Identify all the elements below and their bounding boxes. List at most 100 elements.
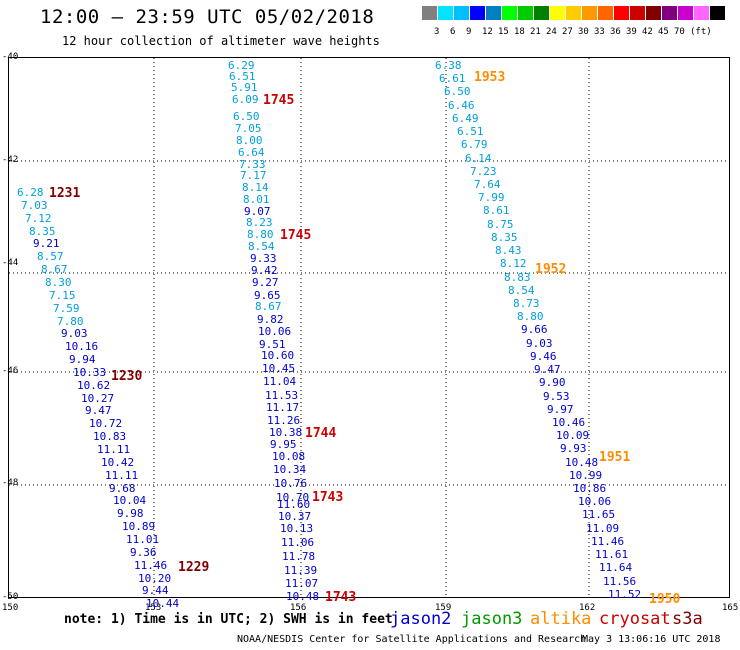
wave-height-value: 10.33 [73, 366, 107, 379]
wave-height-value: 11.64 [599, 561, 633, 574]
wave-height-value: 6.79 [461, 138, 488, 151]
wave-height-value: 9.47 [534, 363, 561, 376]
satellite-cryosat: cryosat [599, 609, 671, 629]
wave-height-value: 10.83 [93, 430, 127, 443]
wave-height-value: 8.35 [29, 225, 56, 238]
legend-label: 42 [642, 27, 653, 37]
wave-height-value: 9.21 [33, 237, 60, 250]
legend-swatch [502, 6, 517, 20]
legend-label: 24 [546, 27, 557, 37]
wave-height-value: 9.65 [254, 289, 281, 302]
pass-time-label: 1230 [111, 369, 143, 384]
wave-height-value: 7.15 [49, 289, 76, 302]
wave-height-value: 9.03 [61, 327, 88, 340]
wave-height-value: 9.47 [85, 404, 112, 417]
pass-time-label: 1744 [305, 426, 337, 441]
satellite-s3a: s3a [672, 609, 703, 629]
wave-height-value: 8.67 [41, 263, 68, 276]
wave-height-value: 9.66 [521, 323, 548, 336]
legend-label: 33 [594, 27, 605, 37]
wave-height-value: 11.65 [582, 508, 616, 521]
latitude-tick-label: -48 [2, 478, 19, 488]
legend-label: 70 [674, 27, 685, 37]
longitude-tick-label: 156 [290, 603, 307, 613]
wave-height-value: 8.30 [45, 276, 72, 289]
wave-height-value: 10.72 [89, 417, 123, 430]
wave-height-value: 7.80 [57, 315, 84, 328]
wave-height-value: 7.99 [478, 191, 505, 204]
longitude-tick-label: 162 [579, 603, 596, 613]
wave-height-value: 10.86 [573, 482, 607, 495]
legend-swatch [534, 6, 549, 20]
wave-height-value: 11.53 [265, 389, 299, 402]
wave-height-value: 9.68 [109, 482, 136, 495]
wave-height-value: 10.70 [276, 491, 310, 504]
legend-label: 27 [562, 27, 573, 37]
pass-time-label: 1953 [474, 70, 506, 85]
wave-height-value: 8.23 [246, 216, 273, 229]
legend-swatch [470, 6, 485, 20]
lat-lon-grid [9, 58, 729, 597]
wave-height-value: 9.51 [259, 338, 286, 351]
legend-swatch [694, 6, 709, 20]
wave-height-value: 6.49 [452, 112, 479, 125]
wave-height-value: 6.50 [444, 85, 471, 98]
wave-height-value: 7.05 [235, 122, 262, 135]
wave-height-value: 9.46 [530, 350, 557, 363]
legend-swatch [486, 6, 501, 20]
wave-height-value: 6.64 [238, 146, 265, 159]
wave-height-value: 11.07 [285, 577, 319, 590]
wave-height-value: 11.11 [97, 443, 131, 456]
latitude-tick-label: -44 [2, 258, 19, 268]
wave-height-value: 9.33 [250, 252, 277, 265]
wave-height-value: 11.06 [281, 536, 315, 549]
wave-height-value: 10.62 [77, 379, 111, 392]
wave-height-value: 8.54 [248, 240, 275, 253]
wave-height-value: 6.61 [439, 72, 466, 85]
wave-height-value: 8.61 [483, 204, 510, 217]
wave-height-value: 11.17 [266, 401, 300, 414]
generated-timestamp: May 3 13:06:16 UTC 2018 [582, 634, 721, 645]
wave-height-value: 9.95 [270, 438, 297, 451]
legend-swatch [438, 6, 453, 20]
legend-label: 12 [482, 27, 493, 37]
wave-height-value: 6.29 [228, 59, 255, 72]
longitude-tick-label: 150 [2, 603, 19, 613]
legend-label: 30 [578, 27, 589, 37]
wave-height-value: 8.01 [243, 193, 270, 206]
wave-height-value: 7.17 [240, 169, 267, 182]
wave-height-value: 10.08 [272, 450, 306, 463]
wave-height-value: 10.48 [565, 456, 599, 469]
legend-label: (ft) [690, 27, 712, 37]
wave-height-value: 9.36 [130, 546, 157, 559]
wave-height-value: 11.09 [586, 522, 620, 535]
legend-swatch [630, 6, 645, 20]
legend-label: 18 [514, 27, 525, 37]
wave-height-value: 9.27 [252, 276, 279, 289]
satellite-jason2: jason2 [390, 609, 452, 629]
legend-label: 15 [498, 27, 509, 37]
wave-height-value: 10.06 [578, 495, 612, 508]
wave-height-value: 11.01 [126, 533, 160, 546]
pass-time-label: 1743 [325, 590, 357, 605]
wave-height-value: 10.44 [146, 597, 180, 610]
legend-label: 45 [658, 27, 669, 37]
wave-height-value: 10.37 [278, 510, 312, 523]
credit-line: NOAA/NESDIS Center for Satellite Applica… [237, 634, 587, 645]
legend-swatch [678, 6, 693, 20]
wave-height-value: 6.28 [17, 186, 44, 199]
wave-height-value: 9.42 [251, 264, 278, 277]
legend-swatch [550, 6, 565, 20]
wave-height-value: 11.46 [591, 535, 625, 548]
wave-height-value: 9.94 [69, 353, 96, 366]
legend-swatch [662, 6, 677, 20]
wave-height-value: 10.48 [286, 590, 320, 603]
wave-height-value: 10.38 [269, 426, 303, 439]
longitude-tick-label: 159 [435, 603, 452, 613]
legend-label: 3 [434, 27, 440, 37]
pass-time-label: 1745 [263, 93, 295, 108]
wave-height-value: 6.50 [233, 110, 260, 123]
wave-height-value: 11.56 [603, 575, 637, 588]
wave-height-value: 7.33 [239, 158, 266, 171]
wave-height-value: 8.14 [242, 181, 269, 194]
